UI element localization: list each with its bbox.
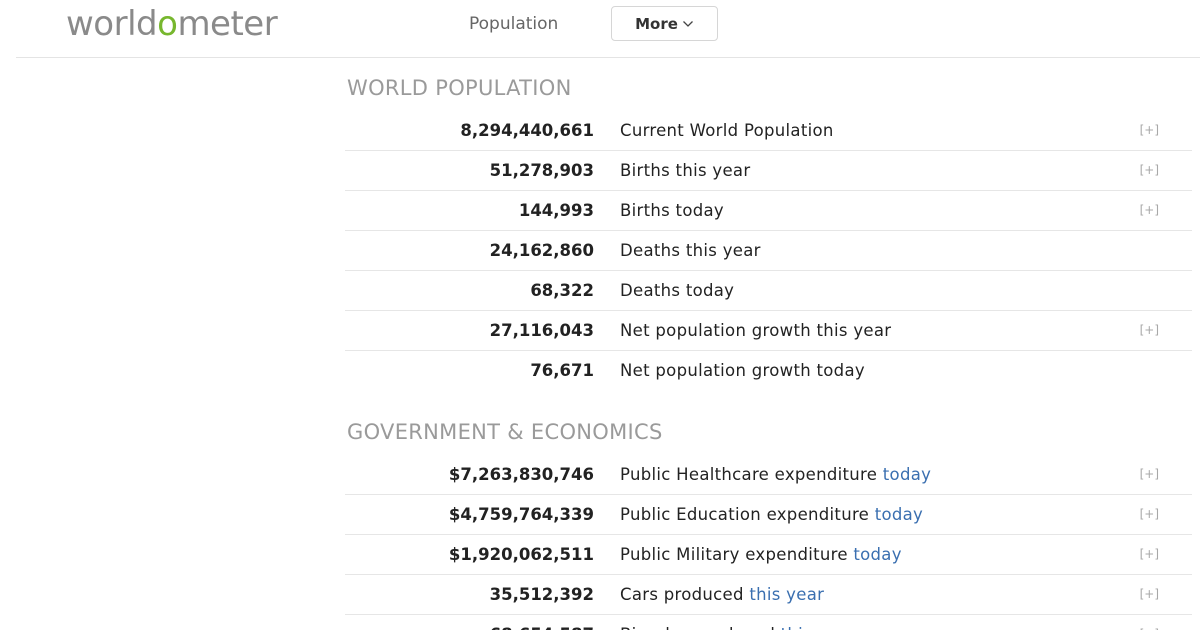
counter-label: Births today	[620, 200, 724, 222]
counter-label-text: Births this year	[620, 161, 751, 180]
counter-row: 68,322 Deaths today	[345, 271, 1192, 311]
counter-label-text: Net population growth this year	[620, 321, 892, 340]
chevron-down-icon	[682, 20, 693, 27]
counter-row: $7,263,830,746 Public Healthcare expendit…	[345, 455, 1192, 495]
counter-label-text: Cars produced	[620, 585, 750, 604]
counter-label: Public Healthcare expenditure today	[620, 464, 931, 486]
expand-toggle[interactable]: [+]	[1139, 547, 1159, 561]
more-button[interactable]: More	[611, 6, 718, 41]
section-title-government-economics: GOVERNMENT & ECONOMICS	[347, 420, 663, 444]
logo-part-3: meter	[177, 4, 278, 44]
counter-value: 144,993	[518, 201, 594, 220]
counter-label: Bicycles produced this year	[620, 624, 856, 630]
counter-value: 24,162,860	[489, 241, 594, 260]
counter-row: 144,993 Births today [+]	[345, 191, 1192, 231]
counter-label: Public Military expenditure today	[620, 544, 902, 566]
counter-label-text: Current World Population	[620, 121, 834, 140]
counter-period-link[interactable]: today	[853, 545, 902, 564]
counter-row: $1,920,062,511 Public Military expenditur…	[345, 535, 1192, 575]
counter-value: $1,920,062,511	[448, 545, 594, 564]
logo-part-2: o	[157, 4, 178, 44]
counter-row: 68,654,587 Bicycles produced this year [+]	[345, 615, 1192, 630]
counter-label-text: Net population growth today	[620, 361, 865, 380]
counter-label-text: Deaths today	[620, 281, 735, 300]
counter-row: 24,162,860 Deaths this year	[345, 231, 1192, 271]
counter-period-link[interactable]: this year	[781, 625, 856, 630]
expand-toggle[interactable]: [+]	[1139, 507, 1159, 521]
counter-value: 68,654,587	[490, 624, 594, 630]
world-population-table: 8,294,440,661 Current World Population [+]…	[345, 111, 1192, 390]
counter-label-text: Births today	[620, 201, 724, 220]
counter-value: 68,322	[530, 281, 594, 300]
expand-toggle[interactable]: [+]	[1139, 323, 1159, 337]
counter-label-text: Public Healthcare expenditure	[620, 465, 883, 484]
expand-toggle[interactable]: [+]	[1139, 123, 1159, 137]
counter-row: 35,512,392 Cars produced this year [+]	[345, 575, 1192, 615]
counter-row: 27,116,043 Net population growth this yea…	[345, 311, 1192, 351]
counter-label-text: Public Education expenditure	[620, 505, 875, 524]
counter-label-text: Public Military expenditure	[620, 545, 854, 564]
counter-label: Public Education expenditure today	[620, 504, 923, 526]
expand-toggle[interactable]: [+]	[1140, 626, 1159, 630]
counter-row: 8,294,440,661 Current World Population [+]	[345, 111, 1192, 151]
nav-population-link[interactable]: Population	[469, 14, 559, 34]
government-economics-table: $7,263,830,746 Public Healthcare expendit…	[345, 455, 1192, 630]
counter-period-link[interactable]: today	[882, 465, 932, 484]
counter-label: Deaths today	[620, 280, 734, 302]
expand-toggle[interactable]: [+]	[1139, 163, 1159, 177]
worldometer-logo[interactable]: worldometer	[66, 4, 278, 44]
header-divider	[16, 57, 1200, 58]
header: worldometer Population More	[0, 0, 1200, 58]
counter-label-text: Deaths this year	[620, 241, 761, 260]
expand-toggle[interactable]: [+]	[1139, 467, 1159, 481]
logo-part-1: world	[66, 4, 158, 44]
counter-period-link[interactable]: this year	[749, 585, 825, 604]
counter-row: 51,278,903 Births this year [+]	[345, 151, 1192, 191]
counter-row: $4,759,764,339 Public Education expenditu…	[345, 495, 1192, 535]
counter-label: Current World Population	[620, 120, 834, 142]
more-button-label: More	[635, 14, 678, 33]
counter-value: 8,294,440,661	[460, 121, 594, 140]
counter-label: Cars produced this year	[620, 584, 824, 606]
counter-label: Net population growth today	[620, 360, 865, 382]
counter-value: 76,671	[530, 361, 594, 380]
counter-value: $7,263,830,746	[448, 465, 594, 484]
expand-toggle[interactable]: [+]	[1139, 203, 1159, 217]
counter-label: Births this year	[620, 160, 750, 182]
section-title-world-population: WORLD POPULATION	[347, 76, 572, 100]
counter-label: Net population growth this year	[620, 320, 891, 342]
counter-label: Deaths this year	[620, 240, 761, 262]
counter-value: 27,116,043	[489, 321, 594, 340]
counter-row: 76,671 Net population growth today	[345, 351, 1192, 390]
counter-period-link[interactable]: today	[874, 505, 924, 524]
counter-value: $4,759,764,339	[448, 505, 594, 524]
expand-toggle[interactable]: [+]	[1139, 587, 1159, 601]
counter-label-text: Bicycles produced	[620, 625, 781, 630]
counter-value: 51,278,903	[489, 161, 594, 180]
counter-value: 35,512,392	[489, 585, 594, 604]
